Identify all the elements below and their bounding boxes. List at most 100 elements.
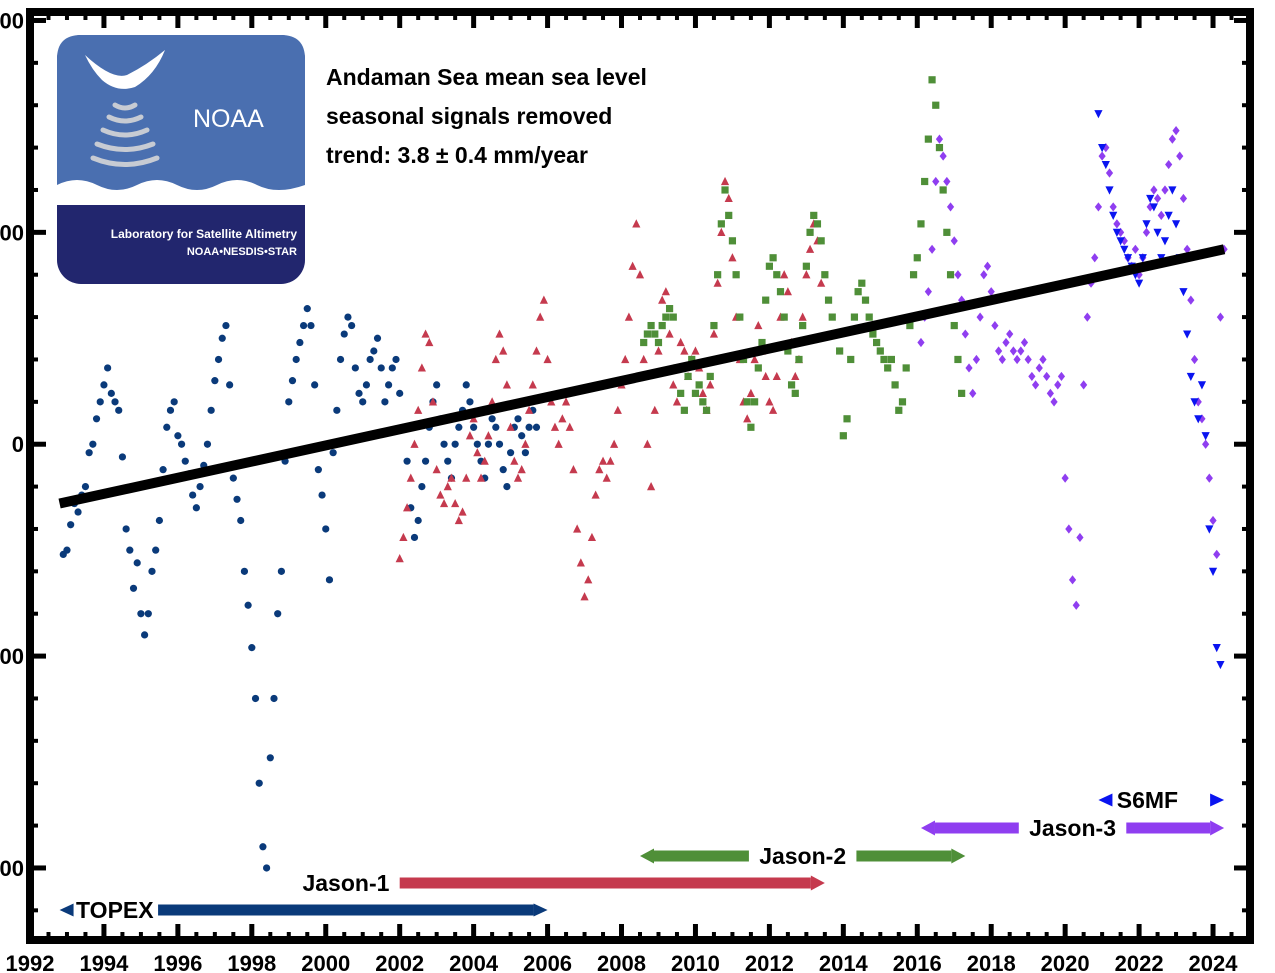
data-point — [710, 321, 718, 330]
x-tick-label: 1992 — [6, 951, 55, 973]
data-point — [1134, 279, 1144, 288]
data-point — [635, 270, 645, 279]
data-point — [1142, 220, 1151, 229]
data-point — [1194, 397, 1202, 407]
data-point — [233, 495, 241, 503]
data-point — [314, 466, 322, 474]
data-point — [244, 601, 252, 609]
x-tick-label: 2000 — [301, 951, 350, 973]
data-point — [288, 377, 297, 385]
series-jason-3 — [917, 126, 1228, 610]
data-point — [81, 482, 90, 491]
data-point — [720, 176, 730, 186]
x-tick-label: 1996 — [153, 951, 202, 973]
data-point — [917, 337, 925, 348]
data-point — [1164, 211, 1173, 220]
data-point — [672, 397, 682, 406]
data-point — [913, 254, 921, 262]
data-point — [780, 270, 789, 279]
data-point — [251, 694, 260, 703]
data-point — [654, 346, 663, 355]
data-point — [543, 354, 552, 364]
data-point — [141, 631, 149, 639]
data-point — [473, 440, 481, 448]
data-point — [1179, 193, 1188, 204]
data-point — [624, 312, 634, 321]
data-point — [67, 521, 75, 529]
data-point — [1187, 295, 1195, 305]
data-point — [1171, 220, 1181, 229]
data-point — [189, 491, 197, 499]
data-point — [699, 398, 707, 406]
data-point — [336, 355, 345, 364]
data-point — [1168, 134, 1176, 144]
y-tick-label: 00 — [0, 220, 24, 245]
data-point — [155, 516, 163, 525]
data-point — [439, 498, 449, 508]
signal-icon — [90, 102, 160, 167]
data-point — [821, 271, 829, 279]
data-point — [318, 491, 326, 499]
x-tick-label: 2012 — [745, 951, 794, 973]
data-point — [580, 592, 589, 601]
data-point — [340, 330, 348, 338]
data-point — [561, 397, 571, 406]
data-point — [1138, 254, 1147, 263]
data-point — [263, 864, 271, 872]
data-point — [939, 186, 947, 194]
data-point — [536, 312, 545, 321]
data-point — [787, 381, 796, 389]
data-point — [414, 516, 422, 525]
data-point — [406, 473, 415, 482]
data-point — [1105, 186, 1114, 195]
data-point — [1105, 168, 1114, 178]
data-point — [399, 532, 408, 542]
data-point — [1035, 363, 1043, 373]
data-point — [473, 448, 482, 457]
data-point — [939, 151, 947, 161]
data-point — [1216, 660, 1225, 670]
data-point — [665, 305, 674, 313]
data-point — [307, 321, 315, 330]
data-point — [661, 287, 670, 296]
data-point — [1068, 575, 1077, 585]
data-point — [118, 453, 127, 461]
chart-title: Andaman Sea mean sea level seasonal sign… — [326, 58, 647, 175]
data-point — [765, 397, 774, 406]
data-point — [196, 482, 204, 491]
data-point — [628, 261, 637, 270]
data-point — [465, 431, 475, 440]
mission-arrow-left — [1098, 793, 1113, 807]
data-point — [728, 253, 737, 262]
data-point — [410, 439, 419, 448]
data-point — [499, 346, 508, 355]
data-point — [507, 449, 515, 457]
data-point — [847, 355, 855, 364]
data-point — [839, 432, 847, 440]
data-point — [1080, 380, 1088, 390]
data-point — [647, 321, 655, 330]
data-point — [525, 423, 533, 431]
data-point — [410, 533, 419, 542]
data-point — [702, 406, 711, 414]
data-point — [613, 405, 622, 414]
data-point — [1150, 185, 1158, 195]
data-point — [746, 388, 756, 397]
data-point — [285, 398, 293, 406]
data-point — [1112, 228, 1122, 237]
data-point — [895, 406, 903, 414]
data-point — [739, 355, 748, 364]
data-point — [74, 508, 82, 516]
data-point — [513, 473, 523, 482]
data-point — [802, 270, 811, 279]
data-point — [935, 143, 944, 152]
data-point — [547, 397, 556, 406]
data-point — [1123, 254, 1133, 263]
data-point — [810, 211, 818, 219]
data-point — [539, 295, 548, 304]
data-point — [222, 321, 230, 330]
data-point — [111, 398, 119, 406]
data-point — [717, 227, 726, 236]
data-point — [805, 244, 815, 253]
